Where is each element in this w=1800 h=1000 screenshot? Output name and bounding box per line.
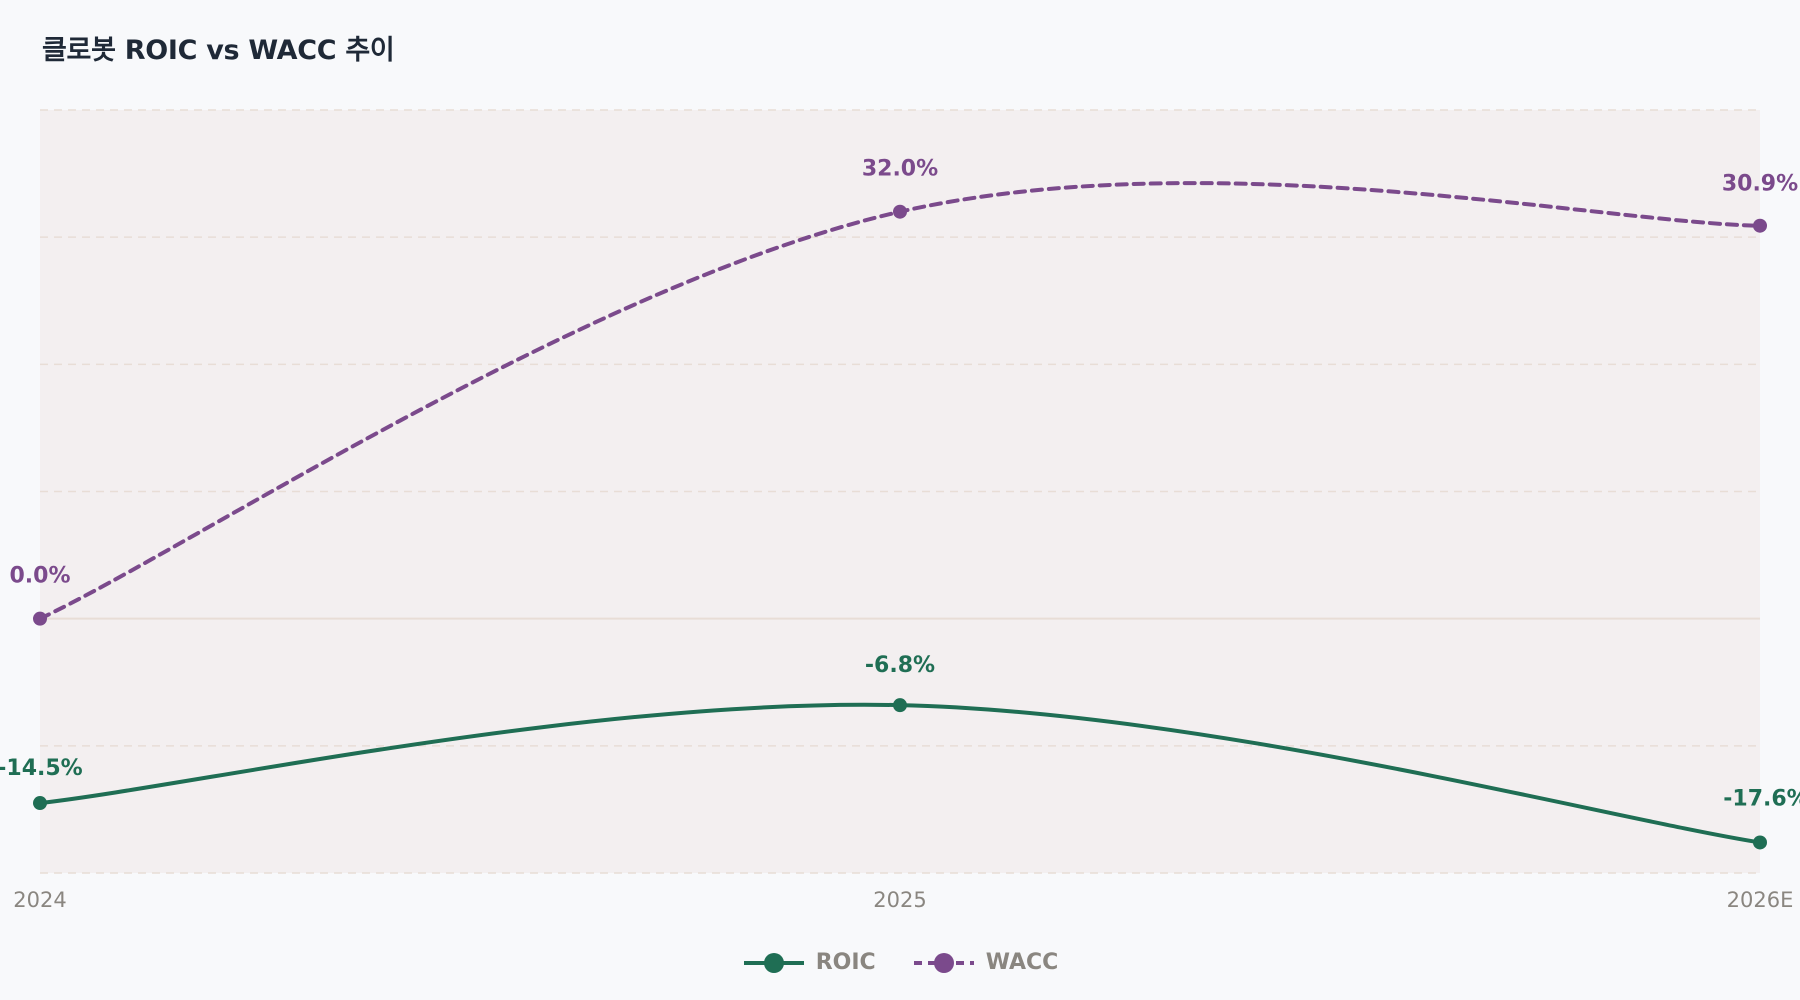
legend-wacc-label: WACC [985,950,1059,975]
x-tick-label: 2026E [1727,888,1794,912]
gridlines [40,109,1760,874]
legend-roic-label: ROIC [815,950,876,975]
roic-point[interactable] [33,796,47,811]
wacc-point[interactable] [893,204,907,219]
roic-data-label: -17.6% [1723,786,1800,811]
roic-point[interactable] [1753,835,1767,850]
wacc-point[interactable] [1753,218,1767,233]
chart-title: 클로봇 ROIC vs WACC 추이 [42,35,395,66]
wacc-point[interactable] [33,611,47,626]
legend: ROIC WACC [0,950,1800,975]
data-labels: -14.5% -6.8% -17.6% 0.0% 32.0% 30.9% [0,157,1800,812]
roic-data-label: -14.5% [0,756,83,781]
wacc-data-label: 32.0% [862,157,938,182]
legend-roic-swatch [743,952,804,973]
wacc-data-label: 30.9% [1722,172,1798,197]
legend-item-roic[interactable]: ROIC [742,950,876,975]
x-axis-ticks: 2024 2025 2026E [13,888,1793,912]
legend-wacc-swatch [913,952,974,973]
legend-item-wacc[interactable]: WACC [912,950,1059,975]
roic-point[interactable] [893,698,907,713]
x-tick-label: 2025 [873,888,926,912]
x-tick-label: 2024 [13,888,66,912]
series-layer [33,181,1767,850]
roic-data-label: -6.8% [865,653,935,678]
wacc-data-label: 0.0% [9,564,70,589]
